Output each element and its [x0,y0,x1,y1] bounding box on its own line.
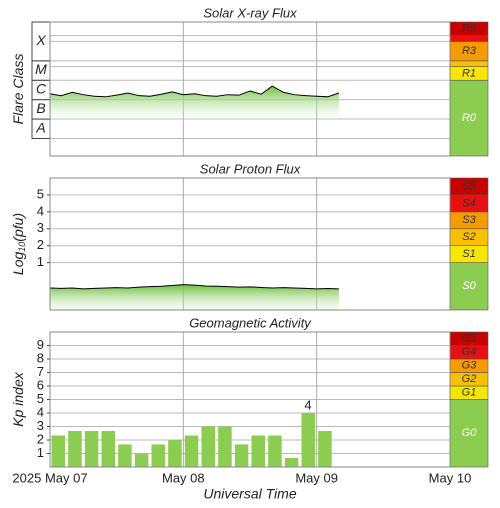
y-tick-label: C [36,81,47,97]
kp-bar [268,435,282,467]
x-tick-label: 2025 May 07 [12,470,87,485]
y-tick-label: 1 [37,445,44,460]
y-tick-label: 2 [37,237,44,252]
y-tick-label: 9 [37,337,44,352]
y-axis-label-part: Log [10,252,26,276]
y-tick-label: M [35,61,47,77]
y-axis-label: Kp index [10,371,26,426]
scale-label: S2 [462,231,475,243]
kp-bar [184,435,199,467]
panel-title: Geomagnetic Activity [189,315,312,330]
kp-bar [318,430,332,467]
y-tick-label: 1 [37,254,44,269]
y-tick-label: 4 [37,404,44,419]
scale-label: G3 [462,360,478,372]
kp-bar [68,430,82,467]
kp-bar [201,426,215,467]
y-tick-label: 6 [37,377,44,392]
scale-label: R1 [462,67,476,79]
y-tick-label: B [36,100,45,116]
scale-band [449,35,489,42]
scale-band [449,79,489,157]
kp-bar [218,426,232,467]
kp-bar [234,444,249,467]
y-tick-label: 5 [37,186,44,201]
y-tick-label: 8 [37,350,44,365]
x-axis-label: Universal Time [203,486,296,502]
kp-bar [101,430,115,467]
flux-line [49,85,340,98]
x-tick-label: May 10 [429,470,472,485]
kp-bar [84,430,99,467]
area-fill [50,86,339,125]
y-axis-label-part: Flare Class [10,54,26,125]
y-axis-label-part: Kp index [10,371,26,426]
kp-bar [51,435,65,467]
scale-label: R5 [462,23,477,35]
scale-label: G4 [462,346,477,358]
scale-band [449,262,489,311]
y-tick-label: A [35,119,45,135]
y-axis-label-part: 10 [17,242,27,252]
kp-bar [151,444,165,467]
plot-frame [49,21,451,157]
x-tick-label: May 09 [295,470,338,485]
y-tick-label: 5 [37,391,44,406]
y-tick-label: X [35,32,46,48]
y-axis-label: Log10(pfu) [10,213,28,275]
scale-band [449,399,489,468]
plot-frame [49,331,451,468]
kp-bar [301,413,315,467]
plot-frame [49,177,451,311]
kp-bar [118,444,132,467]
y-tick-label: 3 [37,418,44,433]
kp-bar [134,453,149,467]
area-fill [50,284,339,317]
y-axis-label-part: (pfu) [10,213,26,242]
scale-label: S1 [462,248,475,260]
kp-bar [251,435,265,467]
x-tick-label: May 08 [162,470,205,485]
kp-bar [168,440,182,467]
scale-label: S5 [462,180,476,192]
scale-label: G0 [462,427,478,439]
scale-label: G1 [462,387,477,399]
scale-label: G2 [462,373,477,385]
y-tick-label: 4 [37,203,44,218]
plot-background [49,21,451,157]
panel-title: Solar X-ray Flux [203,5,297,20]
flux-line [49,284,339,290]
y-tick-label: 3 [37,220,44,235]
y-tick-label: 7 [37,364,44,379]
y-axis-label: Flare Class [10,54,26,125]
value-label: 4 [304,397,311,412]
kp-bar [284,457,299,467]
scale-label: R3 [462,45,477,57]
y-tick-label: 2 [37,431,44,446]
scale-label: S4 [462,197,475,209]
panel-title: Solar Proton Flux [200,161,301,176]
scale-band [449,60,489,67]
scale-label: R0 [462,112,477,124]
scale-label: S3 [462,214,476,226]
scale-label: G5 [462,333,478,345]
scale-label: S0 [462,280,476,292]
